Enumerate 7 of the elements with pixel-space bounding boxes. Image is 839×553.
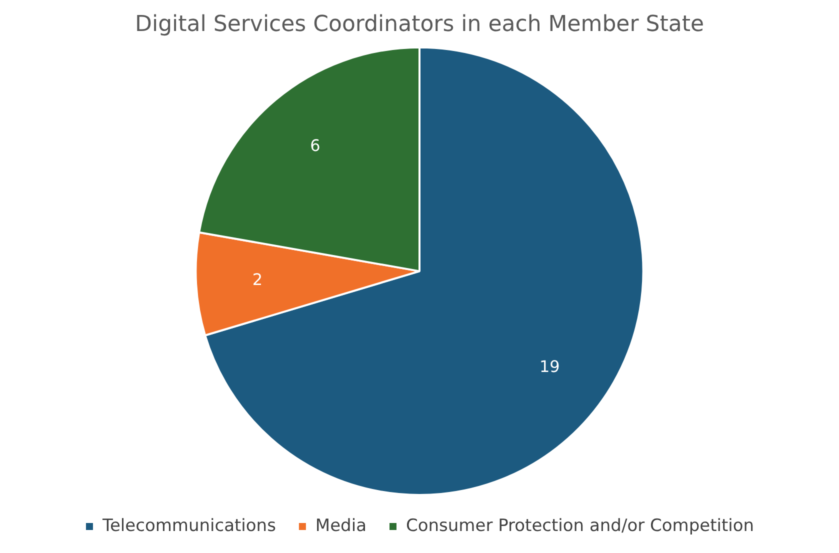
data-label: 2 <box>252 270 263 289</box>
chart-title: Digital Services Coordinators in each Member State <box>135 12 704 37</box>
legend-label: Telecommunications <box>101 516 276 536</box>
legend-label: Consumer Protection and/or Competition <box>406 516 754 536</box>
data-label: 19 <box>539 357 560 376</box>
data-label: 6 <box>310 136 320 156</box>
legend-label: Media <box>315 516 366 536</box>
